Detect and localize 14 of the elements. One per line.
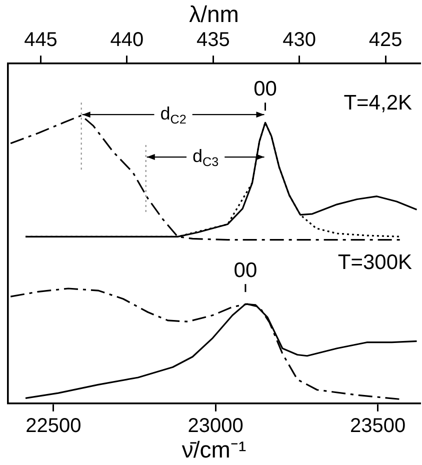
x2-tick-label: 440 xyxy=(110,29,144,52)
annotation: 00 xyxy=(234,258,258,282)
x-tick-label: 22500 xyxy=(26,414,82,437)
annotation: T=300K xyxy=(338,251,412,274)
x-tick-label: 23500 xyxy=(350,414,406,437)
x2-axis-title: λ/nm xyxy=(189,1,239,28)
x-tick-label: 23000 xyxy=(188,414,244,437)
x2-tick-label: 445 xyxy=(24,29,58,52)
x2-tick-label: 435 xyxy=(196,29,230,52)
x-axis-title: ν̄/cm⁻¹ xyxy=(182,436,246,463)
annotation: 00 xyxy=(254,77,277,100)
x2-tick-label: 430 xyxy=(282,29,316,52)
x2-tick-label: 425 xyxy=(368,29,402,52)
text: T=4,2K xyxy=(344,91,412,114)
